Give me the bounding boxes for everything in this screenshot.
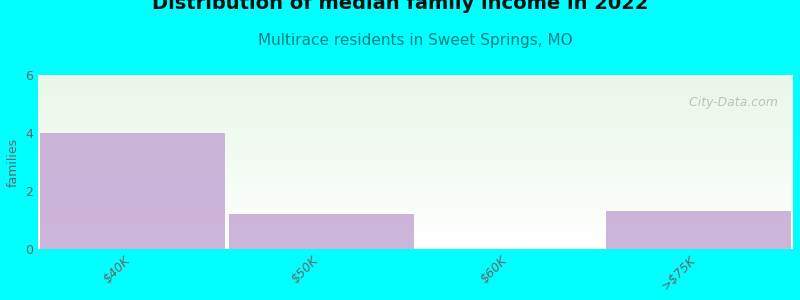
Title: Multirace residents in Sweet Springs, MO: Multirace residents in Sweet Springs, MO	[258, 33, 573, 48]
Text: City-Data.com: City-Data.com	[681, 96, 778, 109]
Bar	[229, 214, 414, 249]
Y-axis label: families: families	[7, 137, 20, 187]
Bar	[606, 211, 791, 249]
Bar	[40, 133, 225, 249]
Text: Distribution of median family income in 2022: Distribution of median family income in …	[152, 0, 648, 13]
